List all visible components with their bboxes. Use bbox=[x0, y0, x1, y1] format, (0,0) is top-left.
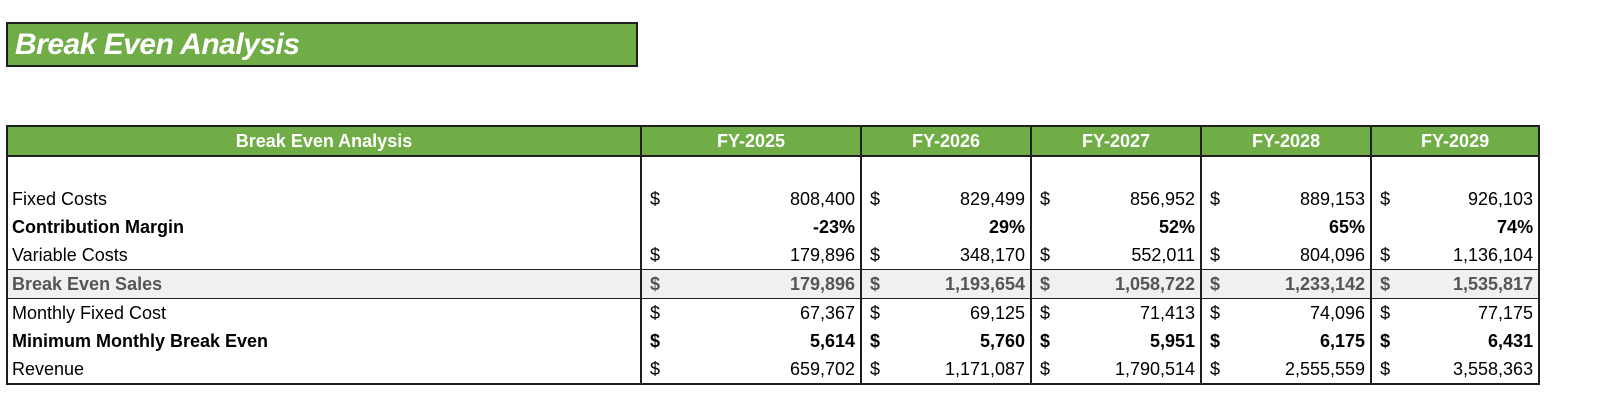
cell-value: 5,614 bbox=[669, 327, 863, 355]
cell-value: 179,896 bbox=[669, 269, 863, 299]
currency-symbol: $ bbox=[650, 303, 661, 323]
currency-symbol: $ bbox=[1380, 245, 1391, 265]
currency-symbol: $ bbox=[1380, 331, 1391, 351]
currency-symbol: $ bbox=[1040, 245, 1051, 265]
row-label: Monthly Fixed Cost bbox=[6, 298, 642, 327]
currency-symbol: $ bbox=[650, 331, 661, 351]
currency-symbol: $ bbox=[1031, 355, 1060, 385]
header-year-2025: FY-2025 bbox=[639, 125, 863, 157]
cell-value: 3,558,363 bbox=[1399, 355, 1541, 385]
row-label: Revenue bbox=[6, 355, 642, 385]
cell-value: 77,175 bbox=[1399, 298, 1541, 327]
cell-value: 1,058,722 bbox=[1059, 269, 1203, 299]
break-even-table: Break Even Analysis FY-2025 FY-2026 FY-2… bbox=[6, 125, 1541, 385]
cell-value: 1,171,087 bbox=[889, 355, 1033, 385]
row-label: Contribution Margin bbox=[6, 213, 642, 241]
table-body: Fixed Costs $808,400 $829,499 $856,952 $889,… bbox=[6, 156, 1541, 385]
currency-symbol: $ bbox=[1380, 303, 1391, 323]
cell-value: 889,153 bbox=[1229, 185, 1373, 213]
currency-symbol bbox=[641, 213, 669, 241]
currency-symbol: $ bbox=[650, 189, 661, 209]
currency-symbol: $ bbox=[1210, 189, 1221, 209]
currency-symbol: $ bbox=[1210, 331, 1221, 351]
cell-value: 29% bbox=[889, 213, 1033, 241]
currency-symbol: $ bbox=[1371, 355, 1400, 385]
currency-symbol: $ bbox=[1201, 355, 1230, 385]
table-row-contribution-margin: Contribution Margin -23% 29% 52% 65% 74% bbox=[6, 213, 1541, 241]
table-row-monthly-fixed-cost: Monthly Fixed Cost $67,367 $69,125 $71,413 $… bbox=[6, 298, 1541, 327]
cell-value: 6,175 bbox=[1229, 327, 1373, 355]
row-label: Fixed Costs bbox=[6, 185, 642, 213]
spacer-row bbox=[6, 156, 1541, 185]
cell-value: 1,790,514 bbox=[1059, 355, 1203, 385]
cell-value: 5,760 bbox=[889, 327, 1033, 355]
currency-symbol: $ bbox=[1040, 189, 1051, 209]
row-label: Variable Costs bbox=[6, 241, 642, 270]
row-label: Break Even Sales bbox=[6, 269, 642, 299]
cell-value: 804,096 bbox=[1229, 241, 1373, 270]
cell-value: 71,413 bbox=[1059, 298, 1203, 327]
break-even-table-container: Break Even Analysis FY-2025 FY-2026 FY-2… bbox=[6, 125, 1541, 385]
currency-symbol: $ bbox=[861, 355, 890, 385]
cell-value: -23% bbox=[669, 213, 863, 241]
page-title-banner: Break Even Analysis bbox=[6, 22, 638, 67]
header-label: Break Even Analysis bbox=[6, 125, 642, 157]
cell-value: 5,951 bbox=[1059, 327, 1203, 355]
currency-symbol: $ bbox=[870, 331, 881, 351]
currency-symbol: $ bbox=[1210, 303, 1221, 323]
currency-symbol: $ bbox=[641, 355, 669, 385]
table-row-revenue: Revenue $659,702 $1,171,087 $1,790,514 $2,55… bbox=[6, 355, 1541, 385]
cell-value: 1,535,817 bbox=[1399, 269, 1541, 299]
cell-value: 926,103 bbox=[1399, 185, 1541, 213]
currency-symbol: $ bbox=[1210, 245, 1221, 265]
table-row-break-even-sales: Break Even Sales $179,896 $1,193,654 $1,058… bbox=[6, 269, 1541, 299]
currency-symbol: $ bbox=[1201, 269, 1230, 299]
currency-symbol: $ bbox=[1040, 303, 1051, 323]
cell-value: 6,431 bbox=[1399, 327, 1541, 355]
cell-value: 829,499 bbox=[889, 185, 1033, 213]
table-row-variable-costs: Variable Costs $179,896 $348,170 $552,011 $8… bbox=[6, 241, 1541, 270]
currency-symbol bbox=[1201, 213, 1229, 241]
cell-value: 69,125 bbox=[889, 298, 1033, 327]
currency-symbol: $ bbox=[1031, 269, 1060, 299]
currency-symbol: $ bbox=[861, 269, 890, 299]
cell-value: 856,952 bbox=[1059, 185, 1203, 213]
currency-symbol: $ bbox=[1040, 331, 1051, 351]
currency-symbol: $ bbox=[870, 189, 881, 209]
currency-symbol: $ bbox=[870, 303, 881, 323]
header-year-2028: FY-2028 bbox=[1200, 125, 1373, 157]
cell-value: 74% bbox=[1399, 213, 1541, 241]
cell-value: 348,170 bbox=[889, 241, 1033, 270]
page-title: Break Even Analysis bbox=[15, 27, 300, 61]
cell-value: 552,011 bbox=[1059, 241, 1203, 270]
cell-value: 74,096 bbox=[1229, 298, 1373, 327]
cell-value: 2,555,559 bbox=[1229, 355, 1373, 385]
cell-value: 1,136,104 bbox=[1399, 241, 1541, 270]
table-row-fixed-costs: Fixed Costs $808,400 $829,499 $856,952 $889,… bbox=[6, 185, 1541, 213]
currency-symbol bbox=[1031, 213, 1059, 241]
currency-symbol: $ bbox=[641, 269, 669, 299]
cell-value: 1,233,142 bbox=[1229, 269, 1373, 299]
currency-symbol: $ bbox=[650, 245, 661, 265]
header-year-2026: FY-2026 bbox=[860, 125, 1033, 157]
currency-symbol: $ bbox=[1371, 269, 1400, 299]
table-header-row: Break Even Analysis FY-2025 FY-2026 FY-2… bbox=[6, 125, 1541, 157]
header-year-2027: FY-2027 bbox=[1030, 125, 1203, 157]
cell-value: 52% bbox=[1059, 213, 1203, 241]
row-label: Minimum Monthly Break Even bbox=[6, 327, 642, 355]
cell-value: 67,367 bbox=[669, 298, 863, 327]
cell-value: 808,400 bbox=[669, 185, 863, 213]
cell-value: 1,193,654 bbox=[889, 269, 1033, 299]
currency-symbol bbox=[1371, 213, 1399, 241]
table-row-minimum-monthly-break-even: Minimum Monthly Break Even $5,614 $5,760 $5… bbox=[6, 327, 1541, 355]
cell-value: 65% bbox=[1229, 213, 1373, 241]
cell-value: 659,702 bbox=[669, 355, 863, 385]
currency-symbol: $ bbox=[1380, 189, 1391, 209]
currency-symbol bbox=[861, 213, 889, 241]
header-year-2029: FY-2029 bbox=[1370, 125, 1541, 157]
currency-symbol: $ bbox=[870, 245, 881, 265]
cell-value: 179,896 bbox=[669, 241, 863, 270]
